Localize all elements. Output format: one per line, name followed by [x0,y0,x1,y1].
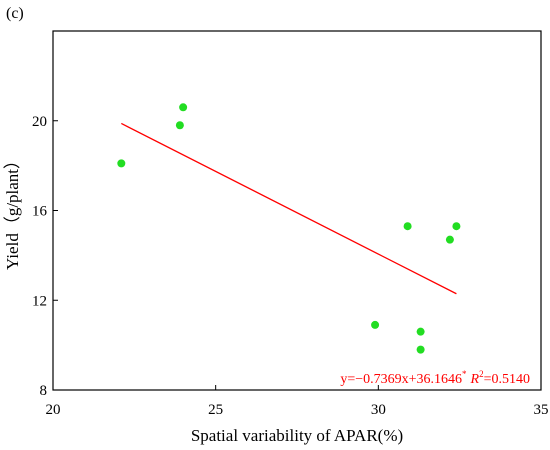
plot-area [52,30,542,391]
x-tick-label: 20 [46,402,61,418]
y-tick-label: 12 [32,293,47,309]
y-axis-title: Yield（g/plant） [3,152,22,270]
data-point [452,222,461,231]
data-point [117,159,126,168]
data-point [416,327,425,336]
y-tick-label: 8 [40,383,48,399]
equation-r-exponent: 2 [479,369,484,379]
x-tick-label: 25 [208,402,223,418]
data-point [445,235,454,244]
x-tick-label: 30 [371,402,386,418]
equation-r-value: =0.5140 [484,372,530,387]
points-group [117,103,461,354]
regression-equation: y=−0.7369x+36.1646* R2=0.5140 [340,369,530,387]
y-axis: 8 12 16 20 [32,114,58,399]
y-tick-label: 20 [32,114,47,130]
data-point [179,103,188,112]
regression-line [121,122,457,295]
x-tick-label: 35 [534,402,549,418]
fit-line-group [121,122,457,295]
equation-r-letter: R [470,372,480,387]
plot-frame [52,30,542,391]
data-point [403,222,412,231]
equation-main: y=−0.7369x+36.1646 [340,372,462,387]
y-tick-label: 16 [32,204,48,220]
data-point [175,121,184,130]
x-axis-title: Spatial variability of APAR(%) [191,426,403,445]
equation-significance-star: * [462,369,467,379]
data-point [371,320,380,329]
x-axis: 20 25 30 35 [46,385,549,418]
panel-label: (c) [6,5,24,22]
data-point [416,345,425,354]
